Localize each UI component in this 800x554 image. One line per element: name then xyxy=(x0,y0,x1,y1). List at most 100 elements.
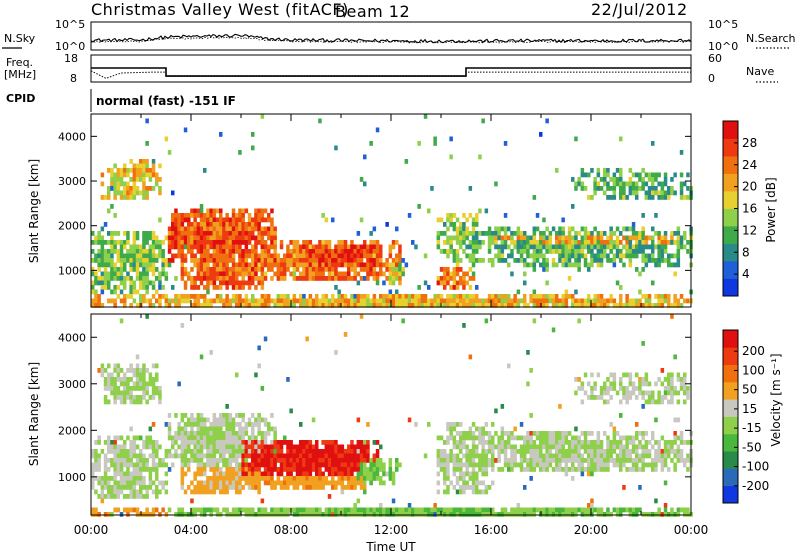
velocity-cell xyxy=(123,458,127,463)
velocity-cell xyxy=(363,467,367,472)
power-cell xyxy=(577,303,581,308)
velocity-y-tick-label: 1000 xyxy=(58,471,86,484)
power-cell xyxy=(452,258,457,263)
power-cell xyxy=(91,267,95,272)
velocity-cell xyxy=(116,471,121,477)
power-cell xyxy=(487,249,492,254)
power-cell xyxy=(260,294,265,299)
velocity-cell xyxy=(183,413,188,418)
power-cell xyxy=(289,262,293,268)
power-cell xyxy=(190,267,194,272)
velocity-cell xyxy=(446,507,450,513)
velocity-cell xyxy=(359,512,364,517)
velocity-cell xyxy=(206,453,210,459)
power-cell xyxy=(657,262,661,268)
power-cell xyxy=(270,276,274,281)
velocity-cell xyxy=(196,431,201,436)
velocity-cell xyxy=(596,435,601,441)
velocity-cell xyxy=(107,458,111,463)
power-cell xyxy=(260,271,265,277)
power-cell xyxy=(238,226,242,232)
velocity-cell xyxy=(177,435,181,441)
velocity-cell xyxy=(567,467,572,472)
power-cell xyxy=(193,253,197,259)
power-cell xyxy=(593,186,597,191)
velocity-cell xyxy=(465,507,469,513)
power-cell xyxy=(510,253,514,259)
velocity-cell xyxy=(292,449,297,454)
velocity-cell xyxy=(468,476,473,481)
power-cell xyxy=(263,244,268,250)
velocity-cell xyxy=(238,489,242,495)
velocity-cell xyxy=(523,458,527,463)
velocity-cell xyxy=(551,327,556,333)
power-cell xyxy=(247,240,252,245)
power-cell xyxy=(183,240,188,245)
velocity-cell xyxy=(209,422,213,427)
velocity-cell xyxy=(475,471,479,477)
velocity-cell xyxy=(311,444,316,450)
power-cell xyxy=(228,240,233,245)
velocity-cell xyxy=(212,485,217,490)
power-cell xyxy=(139,276,143,281)
power-cell xyxy=(215,222,220,227)
power-cell xyxy=(343,262,348,268)
velocity-cell xyxy=(609,458,613,463)
velocity-cell xyxy=(628,381,633,387)
power-cell xyxy=(603,244,607,250)
velocity-cell xyxy=(155,489,159,495)
power-cell xyxy=(196,244,201,250)
velocity-cell xyxy=(225,489,229,495)
velocity-cell xyxy=(443,453,447,459)
power-cell xyxy=(206,217,210,223)
power-cell xyxy=(238,150,242,155)
velocity-cell xyxy=(260,386,265,391)
velocity-cell xyxy=(196,480,201,486)
power-cell xyxy=(673,294,677,299)
power-cell xyxy=(558,258,562,263)
power-cell xyxy=(401,258,405,263)
power-cell xyxy=(635,172,639,178)
velocity-cell xyxy=(212,417,217,423)
frequency-right-tick-bottom: 0 xyxy=(708,72,715,85)
velocity-cell xyxy=(308,485,313,490)
velocity-cell xyxy=(369,507,373,513)
velocity-cell xyxy=(670,395,674,400)
velocity-cell xyxy=(395,467,399,472)
power-cell xyxy=(251,267,255,272)
power-cell xyxy=(379,303,383,308)
velocity-cell xyxy=(532,449,537,454)
power-cell xyxy=(494,226,498,232)
power-cell xyxy=(123,240,127,245)
velocity-cell xyxy=(155,449,159,454)
velocity-cell xyxy=(289,444,293,450)
velocity-cell xyxy=(635,386,639,391)
velocity-cell xyxy=(686,507,690,513)
power-cell xyxy=(350,294,354,299)
power-cell xyxy=(468,186,473,191)
velocity-cell xyxy=(526,350,530,355)
velocity-cell xyxy=(215,462,220,468)
velocity-cell xyxy=(305,458,309,463)
power-cell xyxy=(379,294,383,299)
power-cell xyxy=(132,244,137,250)
power-cell xyxy=(580,249,585,254)
power-cell xyxy=(529,244,533,250)
velocity-cell xyxy=(129,395,133,400)
power-cell xyxy=(308,262,313,268)
velocity-cell xyxy=(267,512,271,517)
power-cell xyxy=(222,222,226,227)
velocity-cell xyxy=(622,390,626,396)
power-cell xyxy=(548,249,553,254)
velocity-cell xyxy=(222,440,226,445)
power-cell xyxy=(516,303,521,308)
power-cell xyxy=(363,294,367,299)
velocity-cell xyxy=(180,485,185,490)
power-cell xyxy=(283,267,287,272)
power-cell xyxy=(315,253,319,259)
power-cell xyxy=(158,186,162,191)
velocity-cell xyxy=(635,372,639,378)
velocity-cell xyxy=(113,467,117,472)
power-cell xyxy=(107,231,111,236)
power-cell xyxy=(308,244,313,250)
